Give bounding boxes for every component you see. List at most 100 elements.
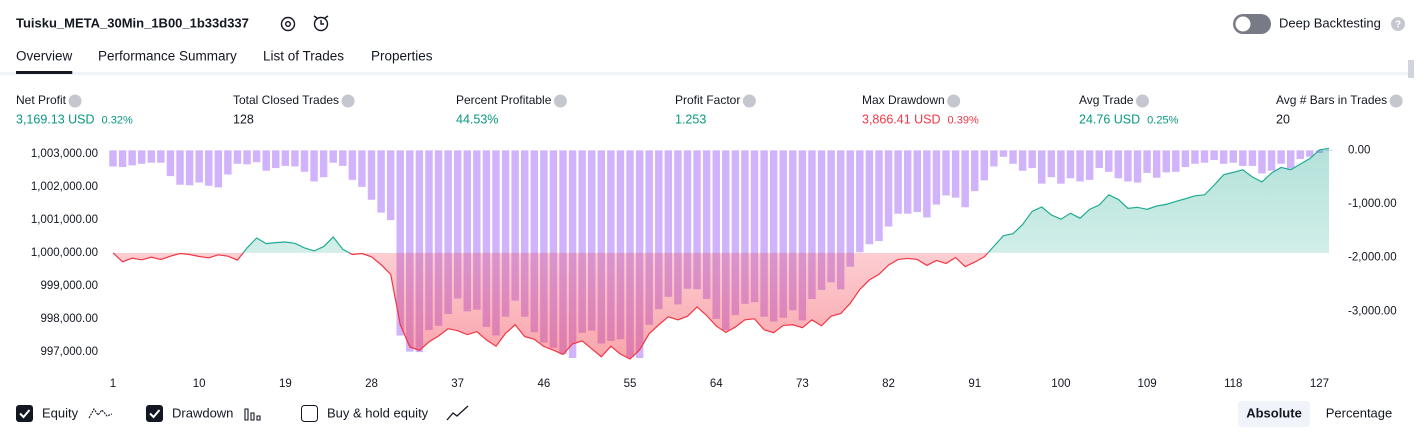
help-glyph: ? [1395,20,1401,31]
checkbox-checked[interactable] [16,405,33,422]
x-tick-label: 73 [796,378,809,390]
metric-percent: 0.32% [102,114,133,126]
drawdown-bar [970,150,979,192]
drawdown-bar [367,150,376,200]
drawdown-bar [396,150,404,336]
drawdown-bar [540,150,548,343]
drawdown-bar [1191,150,1199,164]
y-tick-label: 1,003,000.00 [31,148,98,160]
x-tick-label: 118 [1224,378,1242,390]
drawdown-bar [951,150,960,198]
y2-tick-label: -3,000.00 [1348,305,1397,317]
info-icon[interactable] [1389,94,1403,108]
drawdown-bar [1306,150,1314,157]
help-icon[interactable] [1391,17,1405,31]
drawdown-bar [166,150,175,177]
drawdown-bar [243,150,251,165]
metric-value: 3,866.41 USD [862,112,941,126]
x-tick-label: 127 [1310,378,1329,390]
info-icon[interactable] [742,94,756,108]
info-icon[interactable] [947,94,961,108]
drawdown-bar [406,150,414,352]
drawdown-bar [233,150,242,164]
tab[interactable]: Properties [371,49,433,64]
drawdown-bar [214,150,223,188]
drawdown-bar [386,150,395,221]
drawdown-bar [224,150,232,175]
drawdown-bar [865,150,874,245]
view-button[interactable]: Absolute [1246,405,1302,420]
metric-label: Max Drawdown [862,93,945,107]
checkbox-checked[interactable] [146,405,163,422]
info-icon[interactable] [68,94,82,108]
drawdown-bar [980,150,989,181]
x-tick-label: 100 [1051,378,1070,390]
drawdown-bar [195,150,203,183]
x-tick-label: 46 [537,378,550,390]
settings-icon[interactable] [280,16,296,32]
drawdown-bar [425,150,433,331]
metric-value: 1.253 [675,112,706,126]
drawdown-bar [319,150,328,178]
drawdown-bar [1229,150,1237,163]
view-button[interactable]: Percentage [1326,405,1393,420]
drawdown-bar [741,150,749,304]
drawdown-bar [1296,150,1305,159]
drawdown-bar [300,150,309,172]
drawdown-bar [530,150,539,333]
checkbox[interactable] [301,405,318,422]
info-icon[interactable] [1135,94,1149,108]
x-tick-label: 19 [279,378,292,390]
x-tick-label: 91 [968,378,981,390]
drawdown-bar [473,150,481,310]
drawdown-bar [664,150,673,297]
snapshot-icon[interactable] [313,15,329,32]
drawdown-bar [836,150,845,290]
drawdown-bar [157,150,165,163]
drawdown-bar [798,150,807,321]
drawdown-bar [961,150,969,208]
y-tick-label: 997,000.00 [40,346,98,358]
drawdown-bar [1200,150,1209,163]
drawdown-bar [1095,150,1103,169]
info-icon[interactable] [553,94,567,108]
y2-tick-label: -1,000.00 [1348,198,1397,210]
drawdown-bar [1114,150,1123,179]
drawdown-bar [712,150,720,319]
tab[interactable]: Performance Summary [98,49,237,64]
drawdown-bar [185,150,194,186]
drawdown-bar [875,150,883,242]
metric-value: 44.53% [456,112,498,126]
drawdown-bar [808,150,816,299]
drawdown-bar [655,150,663,310]
drawdown-bar [118,150,127,167]
scrollbar [1408,60,1414,78]
y-tick-label: 998,000.00 [40,313,98,325]
drawdown-bar [1219,150,1228,164]
drawdown-bar [434,150,443,326]
info-icon[interactable] [341,94,355,108]
metric-label: Net Profit [16,93,67,107]
metric-value: 128 [233,112,254,126]
drawdown-bar [760,150,768,317]
active-tab-underline [16,71,73,74]
drawdown-bar [683,150,692,289]
drawdown-bar [750,150,759,303]
drawdown-bar [205,150,213,186]
drawdown-bar [1172,150,1180,172]
drawdown-bar [291,150,299,167]
drawdown-bar [1248,150,1257,166]
tab[interactable]: Overview [16,49,73,64]
drawdown-bar [999,150,1008,157]
equity-area-negative [113,252,988,360]
drawdown-bar [453,150,462,299]
deep-backtesting-label: Deep Backtesting [1279,15,1381,30]
tab[interactable]: List of Trades [263,49,344,64]
drawdown-bar [722,150,730,331]
equity-line-negative [112,252,989,360]
drawdown-bar [1124,150,1132,182]
toggle-knob [1235,16,1251,32]
drawdown-bar [779,150,787,318]
drawdown-bar [702,150,711,299]
